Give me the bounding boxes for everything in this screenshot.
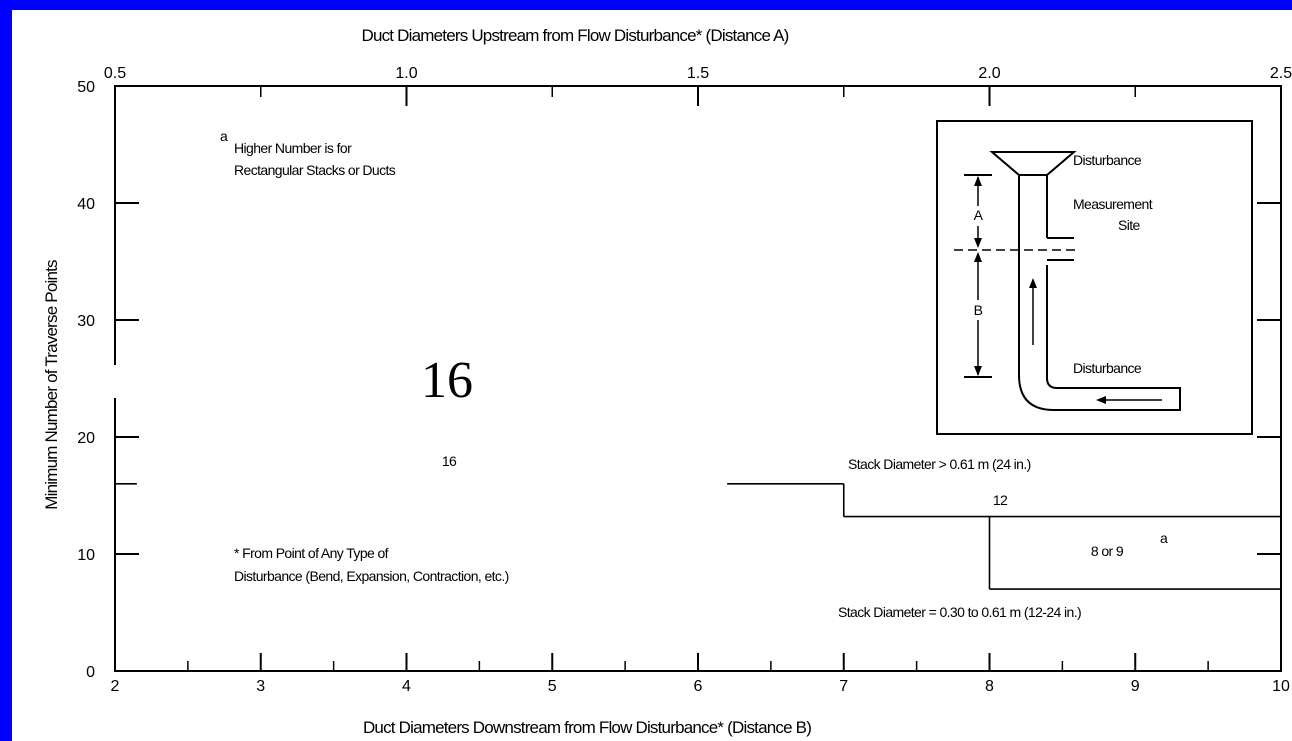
x-bottom-tick-label: 7 bbox=[839, 678, 848, 695]
inset-arrowhead bbox=[974, 366, 982, 376]
inset-duct-body bbox=[1018, 175, 1181, 411]
y-tick-label: 30 bbox=[77, 313, 95, 330]
slide-frame: Duct Diameters Upstream from Flow Distur… bbox=[12, 10, 1292, 741]
big-overlay-label: 16 bbox=[421, 352, 473, 409]
x-top-tick-label: 1.5 bbox=[687, 65, 709, 82]
label-8-or-9: 8 or 9 bbox=[1091, 543, 1124, 559]
y-tick-label: 50 bbox=[77, 79, 95, 96]
series-label-large-stack: Stack Diameter > 0.61 m (24 in.) bbox=[848, 456, 1031, 472]
footnote-a-marker: a bbox=[220, 128, 228, 144]
x-bottom-tick-label: 10 bbox=[1272, 678, 1290, 695]
x-top-tick-label: 0.5 bbox=[104, 65, 126, 82]
y-tick-label: 0 bbox=[86, 664, 95, 681]
top-axis-title: Duct Diameters Upstream from Flow Distur… bbox=[361, 26, 788, 45]
x-bottom-tick-label: 4 bbox=[402, 678, 411, 695]
series-lines bbox=[115, 482, 1281, 590]
x-bottom-tick-label: 6 bbox=[694, 678, 703, 695]
axis-ticks: 0 10 20 30 40 50 2 3 4 5 6 7 8 9 10 0.5 1.0 1.5 2.0 2.5 bbox=[77, 65, 1292, 695]
inset-diagram: A B Disturbance Measurement Site Disturb… bbox=[936, 120, 1253, 435]
x-top-tick-label: 1.0 bbox=[395, 65, 417, 82]
y-axis-title: Minimum Number of Traverse Points bbox=[42, 260, 61, 510]
inset-measurement-label-1: Measurement bbox=[1073, 196, 1153, 212]
x-bottom-tick-label: 8 bbox=[985, 678, 994, 695]
inset-arrowhead bbox=[1096, 396, 1106, 404]
y-tick-label: 10 bbox=[77, 547, 95, 564]
inset-disturbance-bottom: Disturbance bbox=[1073, 360, 1142, 376]
inset-arrowhead bbox=[974, 252, 982, 262]
footnote-a-line2: Rectangular Stacks or Ducts bbox=[234, 162, 396, 178]
y-tick-label: 40 bbox=[77, 196, 95, 213]
x-bottom-tick-label: 3 bbox=[256, 678, 265, 695]
x-top-tick-label: 2.0 bbox=[978, 65, 1000, 82]
y-tick-label: 20 bbox=[77, 430, 95, 447]
x-bottom-tick-label: 5 bbox=[548, 678, 557, 695]
inset-frame bbox=[936, 120, 1253, 435]
inset-label-a: A bbox=[974, 207, 984, 223]
label-12: 12 bbox=[993, 492, 1008, 508]
x-top-tick-label: 2.5 bbox=[1270, 65, 1292, 82]
traverse-points-chart: Duct Diameters Upstream from Flow Distur… bbox=[42, 26, 1292, 737]
x-bottom-tick-label: 2 bbox=[111, 678, 120, 695]
star-note-line2: Disturbance (Bend, Expansion, Contractio… bbox=[234, 568, 509, 584]
bottom-axis-title: Duct Diameters Downstream from Flow Dist… bbox=[363, 718, 811, 737]
inset-arrowhead bbox=[974, 176, 982, 186]
inset-label-b-bg bbox=[970, 300, 986, 320]
inset-disturbance-top: Disturbance bbox=[1073, 152, 1142, 168]
inset-label-a-bg bbox=[970, 206, 986, 226]
inset-arrowhead bbox=[1029, 278, 1037, 288]
star-note-line1: * From Point of Any Type of bbox=[234, 545, 389, 561]
label-8-or-9-superscript: a bbox=[1160, 530, 1168, 546]
overlay-patch bbox=[315, 328, 573, 426]
label-16: 16 bbox=[442, 453, 457, 469]
footnote-a-line1: Higher Number is for bbox=[234, 140, 352, 156]
overlay-patch-left bbox=[100, 365, 124, 398]
x-bottom-tick-label: 9 bbox=[1131, 678, 1140, 695]
inset-measurement-label-2: Site bbox=[1118, 217, 1141, 233]
inset-label-b: B bbox=[974, 302, 983, 318]
series-label-small-stack: Stack Diameter = 0.30 to 0.61 m (12-24 i… bbox=[838, 604, 1081, 620]
inset-arrowhead bbox=[974, 238, 982, 248]
